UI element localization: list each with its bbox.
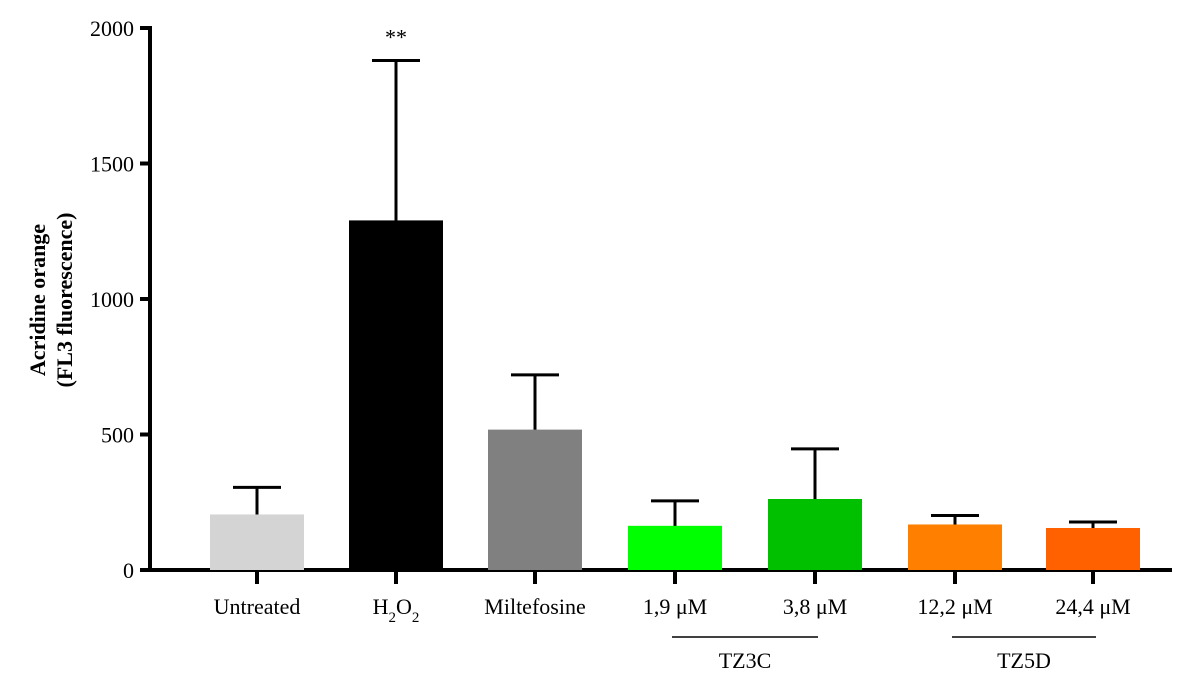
y-tick-label: 2000 (90, 16, 134, 41)
bar (908, 524, 1002, 570)
significance-marker: ** (385, 25, 407, 50)
category-label: 12,2 μM (917, 594, 992, 619)
category-label-subscript: 2 (412, 610, 420, 626)
y-tick-label: 1000 (90, 287, 134, 312)
group-label: TZ3C (719, 648, 772, 673)
bar (1046, 527, 1140, 570)
y-axis-label-line: Acridine orange (25, 224, 50, 376)
bar (768, 498, 862, 570)
category-label: H2O2 (373, 594, 420, 626)
category-label: 3,8 μM (783, 594, 847, 619)
category-label: 24,4 μM (1055, 594, 1130, 619)
bar (349, 220, 443, 570)
bar (210, 514, 304, 570)
category-label-part: O (396, 594, 412, 619)
y-axis-label: Acridine orange(FL3 fluorescence) (25, 213, 77, 388)
category-label-part: H (373, 594, 389, 619)
category-label: Miltefosine (484, 594, 585, 619)
y-tick-label: 0 (123, 558, 134, 583)
category-label: 1,9 μM (643, 594, 707, 619)
category-label-subscript: 2 (389, 610, 397, 626)
group-label: TZ5D (997, 648, 1051, 673)
y-tick-label: 500 (101, 423, 134, 448)
y-axis-label-line: (FL3 fluorescence) (52, 213, 77, 388)
y-tick-label: 1500 (90, 152, 134, 177)
category-label: Untreated (214, 594, 301, 619)
bar (628, 525, 722, 570)
bar (488, 429, 582, 570)
